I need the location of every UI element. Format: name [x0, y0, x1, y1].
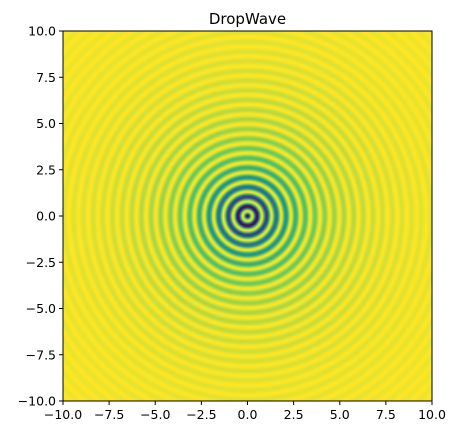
- y-tick-label: 7.5: [36, 70, 56, 85]
- x-tick-label: 2.5: [284, 407, 304, 422]
- x-axis: −10.0 −7.5 −5.0 −2.5 0.0 2.5 5.0 7.5 10.0: [44, 401, 446, 422]
- y-tick-label: −2.5: [26, 255, 56, 270]
- y-tick-label: −5.0: [26, 301, 56, 316]
- x-tick-label: 10.0: [418, 407, 446, 422]
- x-tick-label: −5.0: [140, 407, 170, 422]
- y-tick-label: −10.0: [18, 394, 56, 409]
- y-axis: 10.0 7.5 5.0 2.5 0.0 −2.5 −5.0 −7.5 −10.0: [18, 24, 63, 409]
- x-tick-label: −7.5: [94, 407, 124, 422]
- y-tick-label: 5.0: [36, 116, 56, 131]
- x-tick-label: 0.0: [238, 407, 258, 422]
- x-tick-label: 7.5: [376, 407, 396, 422]
- y-tick-label: 0.0: [36, 209, 56, 224]
- y-tick-label: 10.0: [28, 24, 56, 39]
- chart-title: DropWave: [209, 10, 286, 28]
- x-tick-label: 5.0: [330, 407, 350, 422]
- y-tick-label: −7.5: [26, 347, 56, 362]
- y-tick-label: 2.5: [36, 162, 56, 177]
- x-tick-label: −2.5: [186, 407, 216, 422]
- heatmap-image: [63, 31, 432, 401]
- x-tick-label: −10.0: [44, 407, 82, 422]
